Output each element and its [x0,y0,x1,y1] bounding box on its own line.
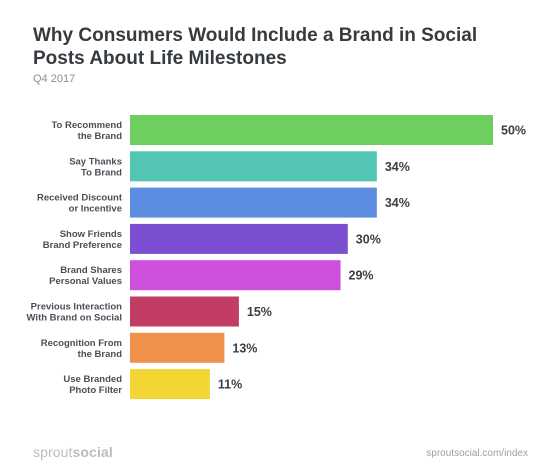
bar-4 [130,223,348,254]
category-label-4-line-2: Brand Preference [43,240,122,251]
category-label-6-line-1: Previous Interaction [31,302,123,313]
category-label-7-line-2: the Brand [78,349,123,360]
value-label-4: 30% [356,232,381,246]
chart-title: Why Consumers Would Include a Brand in S… [33,25,478,69]
category-label-3-line-1: Received Discount [37,193,123,204]
sprout-social-logo: sproutsocial [33,444,113,460]
category-label-4-line-1: Show Friends [60,229,122,240]
bar-7 [130,332,225,363]
bar-8 [130,369,210,400]
bar-2 [130,151,377,182]
category-label-2-line-2: To Brand [81,167,122,178]
value-label-7: 13% [232,341,257,355]
value-label-8: 11% [218,378,242,392]
category-label-5-line-2: Personal Values [49,276,122,287]
bar-3 [130,187,377,218]
category-label-8-line-2: Photo Filter [69,385,122,396]
value-label-2: 34% [385,160,410,174]
category-label-7-line-1: Recognition From [41,338,122,349]
chart-subtitle: Q4 2017 [33,73,76,85]
bar-5 [130,260,341,291]
value-label-1: 50% [501,124,526,138]
value-label-3: 34% [385,196,410,210]
category-label-1-line-1: To Recommend [51,120,122,131]
category-label-5-line-1: Brand Shares [60,265,122,276]
value-label-5: 29% [349,269,374,283]
bar-1 [130,115,493,145]
logo-text-sprout: sprout [33,444,73,460]
category-label-2-line-1: Say Thanks [69,156,122,167]
category-label-3-line-2: or Incentive [69,204,122,215]
bar-6 [130,296,239,327]
category-label-1-line-2: the Brand [78,131,123,142]
category-label-8-line-1: Use Branded [63,374,122,385]
category-label-6-line-2: With Brand on Social [27,313,122,324]
logo-text-social: social [72,444,113,460]
value-label-6: 15% [247,305,272,319]
footer-url: sproutsocial.com/index [426,448,528,459]
